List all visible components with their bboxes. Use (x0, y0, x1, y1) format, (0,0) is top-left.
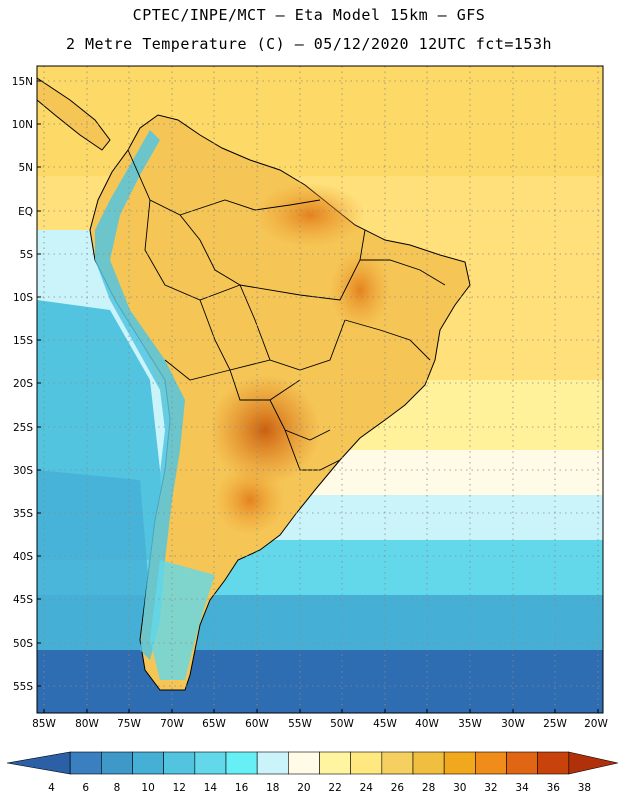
colorbar-swatch (568, 751, 618, 775)
pampa-warm-zone (215, 465, 285, 535)
colorbar-label: 22 (328, 782, 341, 794)
lat-label: 25S (13, 422, 33, 434)
graticule (37, 66, 603, 713)
colorbar-swatch (381, 751, 414, 775)
colorbar-swatch (132, 751, 164, 775)
amazon-warm-zone (255, 183, 365, 247)
lon-label: 50W (330, 718, 354, 730)
map-field (37, 66, 603, 713)
colorbar-label: 34 (515, 782, 529, 794)
colorbar-label: 6 (82, 782, 89, 794)
lat-label: 15N (12, 76, 33, 88)
lat-label: 45S (13, 594, 33, 606)
lon-label: 60W (245, 718, 269, 730)
tocantins-warm-zone (330, 250, 390, 330)
map-subtitle: 2 Metre Temperature (C) – 05/12/2020 12U… (65, 35, 553, 53)
lon-label: 25W (543, 718, 567, 730)
lon-label: 35W (458, 718, 482, 730)
colorbar-swatch (475, 751, 507, 775)
colorbar-label: 16 (235, 782, 249, 794)
map-title: CPTEC/INPE/MCT – Eta Model 15km – GFS (132, 6, 486, 24)
lon-label: 45W (373, 718, 397, 730)
colorbar-label: 12 (173, 782, 186, 794)
colorbar-swatch (319, 751, 351, 775)
colorbar-swatch (443, 751, 476, 775)
patagonia-cool-zone (150, 560, 215, 680)
lat-label: 50S (13, 638, 33, 650)
chaco-hot-zone (210, 375, 320, 485)
colorbar-swatch (256, 751, 289, 775)
colorbar-label: 30 (453, 782, 466, 794)
andes-cold-ridge (95, 130, 185, 660)
colorbar-label: 36 (547, 782, 561, 794)
colorbar-label: 28 (422, 782, 435, 794)
colorbar-swatch (225, 751, 258, 775)
colorbar-label: 32 (484, 782, 497, 794)
colorbar-swatch (506, 751, 538, 775)
country-borders (127, 149, 446, 471)
lon-label: 30W (501, 718, 525, 730)
lon-label: 65W (202, 718, 226, 730)
lat-label: EQ (18, 206, 33, 218)
latitude-ticks (37, 80, 41, 687)
map-frame (36, 65, 604, 714)
colorbar-label: 14 (204, 782, 218, 794)
lon-label: 20W (584, 718, 608, 730)
colorbar-swatch (163, 751, 196, 775)
lon-label: 40W (415, 718, 439, 730)
lon-label: 85W (32, 718, 56, 730)
pacific-colder-water (37, 470, 150, 600)
lat-label: 20S (13, 378, 33, 390)
lat-label: 40S (13, 551, 33, 563)
lon-label: 75W (117, 718, 141, 730)
central-america-land (37, 77, 111, 151)
colorbar-swatch (6, 751, 71, 775)
colorbar-swatch (350, 751, 383, 775)
colorbar-label: 8 (114, 782, 121, 794)
lon-label: 70W (160, 718, 184, 730)
longitude-axis: 85W 80W 75W 70W 65W 60W 55W 50W 45W 40W … (32, 718, 608, 730)
lat-label: 10N (12, 119, 33, 131)
colorbar-swatch (412, 751, 445, 775)
colorbar-label: 20 (297, 782, 310, 794)
colorbar-label: 18 (266, 782, 279, 794)
colorbar-label: 24 (360, 782, 374, 794)
colorbar-label: 4 (48, 782, 55, 794)
lat-label: 15S (13, 335, 33, 347)
colorbar: 4 6 8 10 12 14 16 18 20 22 24 26 28 30 32 34 36 38 (6, 751, 618, 794)
lat-label: 5S (20, 249, 34, 261)
latitude-axis: 15N 10N 5N EQ 5S 10S 15S 20S 25S 30S 35S… (12, 76, 34, 693)
lat-label: 55S (13, 681, 33, 693)
colorbar-label: 10 (141, 782, 154, 794)
lat-label: 35S (13, 508, 33, 520)
lat-label: 5N (18, 162, 33, 174)
colorbar-label: 26 (391, 782, 405, 794)
lat-label: 30S (13, 465, 33, 477)
colorbar-swatch (194, 751, 227, 775)
lon-label: 80W (75, 718, 99, 730)
longitude-ticks (43, 709, 599, 713)
colorbar-swatch (537, 751, 570, 775)
ocean-colder-band (37, 595, 603, 650)
lon-label: 55W (288, 718, 312, 730)
colorbar-swatch (69, 751, 102, 775)
colorbar-label: 38 (578, 782, 591, 794)
colorbar-swatch (101, 751, 133, 775)
lat-label: 10S (13, 292, 33, 304)
colorbar-swatch (288, 751, 320, 775)
ocean-coldest-band (37, 650, 603, 713)
